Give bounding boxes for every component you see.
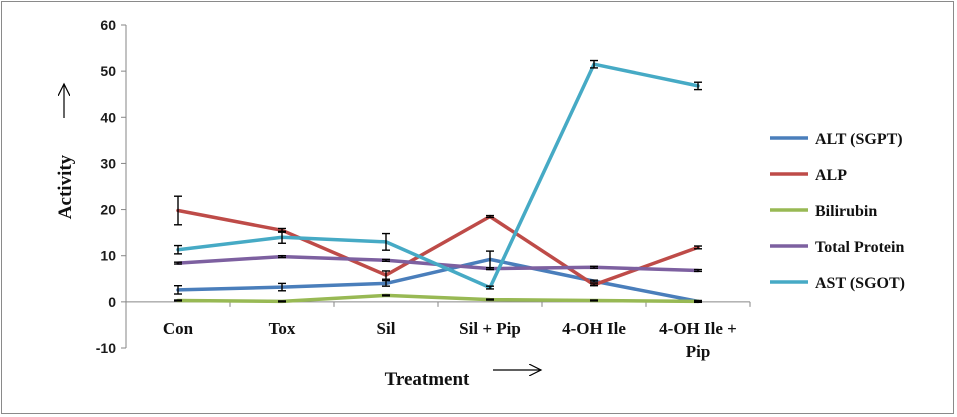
x-category-label: Sil [377, 319, 396, 338]
x-category-label: Tox [269, 319, 296, 338]
x-axis: Con Tox Sil Sil + Pip 4-OH Ile 4-OH Ile + Pip [125, 301, 751, 361]
y-tick-label: -10 [96, 340, 116, 356]
y-tick-label: 20 [100, 202, 116, 218]
x-category-label: Pip [686, 342, 711, 361]
x-axis-title: Treatment [385, 369, 470, 390]
series-lines [176, 62, 700, 304]
legend-label: ALP [815, 167, 847, 184]
x-category-label: Con [163, 319, 194, 338]
y-tick-label: 50 [100, 63, 116, 79]
series-line [176, 257, 700, 304]
series-line [176, 293, 700, 304]
legend-label: AST (SGOT) [815, 275, 905, 292]
y-tick-label: 30 [100, 155, 116, 171]
series-line [176, 62, 700, 290]
legend-label: ALT (SGPT) [815, 131, 903, 148]
y-axis-title: Activity [55, 154, 76, 219]
y-tick-label: 0 [108, 294, 116, 310]
y-axis: -10 0 10 20 30 40 50 60 [96, 17, 127, 356]
x-category-label: 4-OH Ile [562, 319, 626, 338]
error-bars [174, 59, 702, 304]
y-tick-label: 60 [100, 17, 116, 33]
x-category-label: 4-OH Ile + [659, 319, 737, 338]
series-line [176, 208, 700, 287]
legend-label: Total Protein [815, 239, 904, 256]
y-tick-label: 10 [100, 248, 116, 264]
legend: ALT (SGPT) ALP Bilirubin Total Protein AST (… [770, 131, 905, 292]
y-tick-label: 40 [100, 109, 116, 125]
legend-label: Bilirubin [815, 203, 877, 220]
x-category-label: Sil + Pip [459, 319, 521, 338]
